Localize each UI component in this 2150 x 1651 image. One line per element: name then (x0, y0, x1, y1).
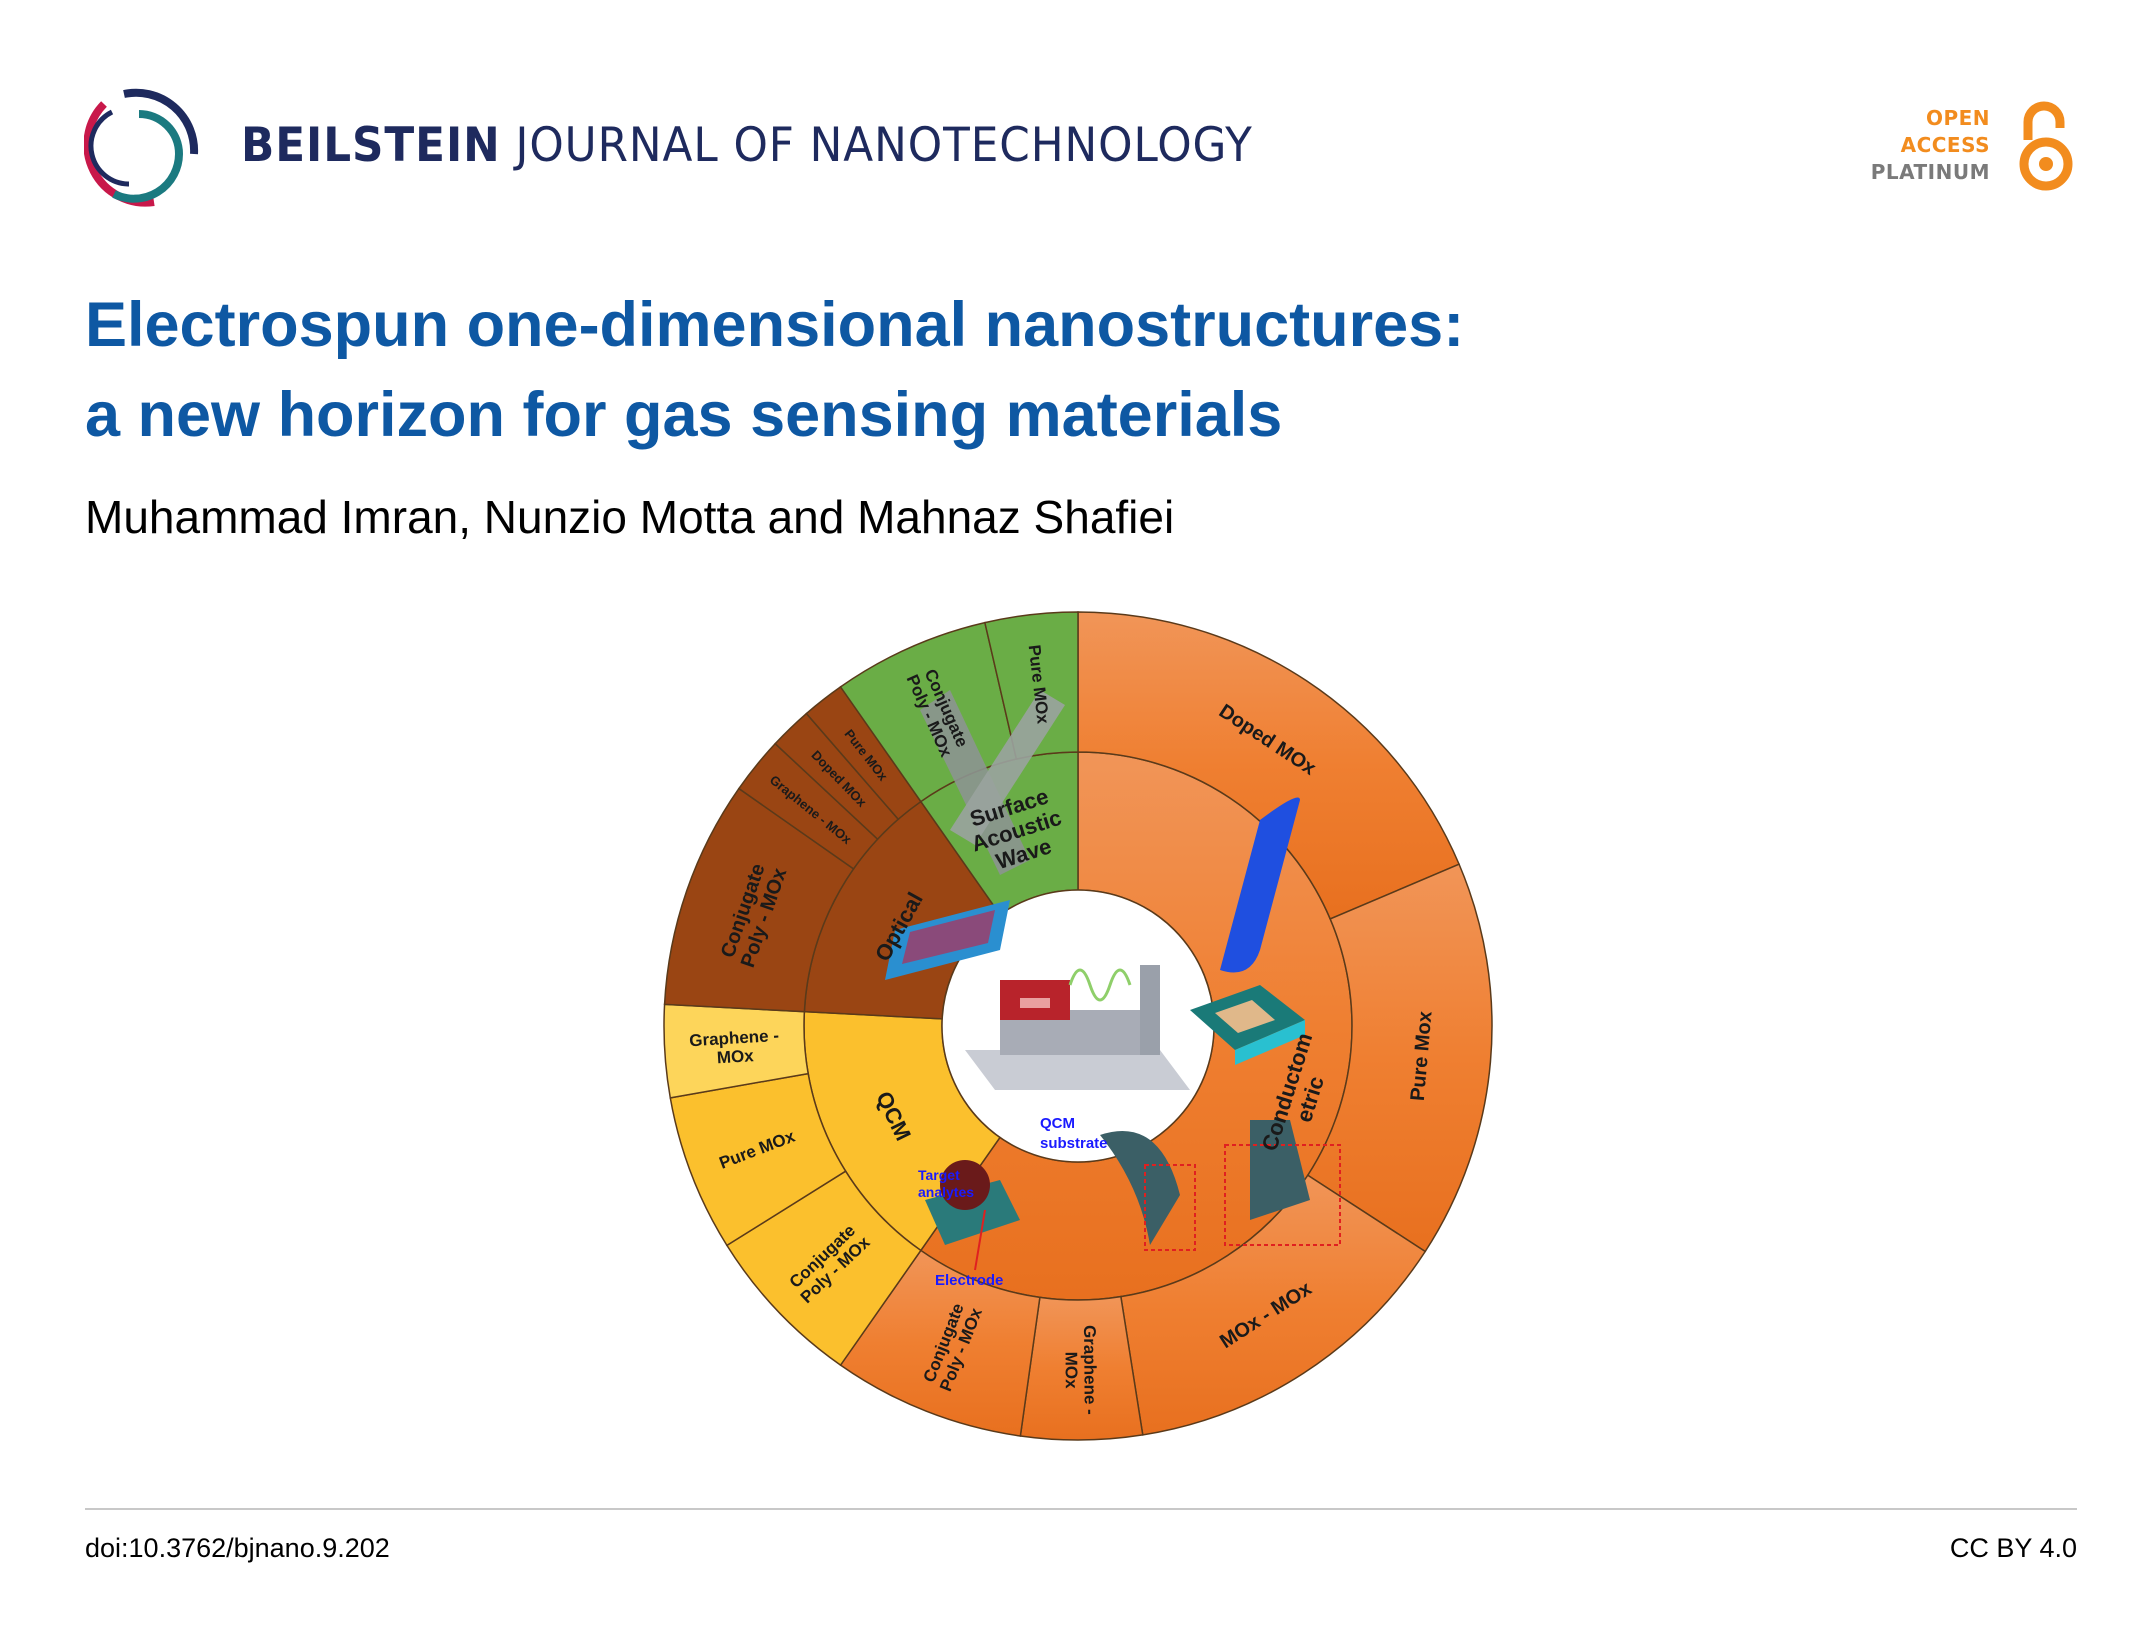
footer-divider (85, 1508, 2077, 1510)
beilstein-logo-icon (84, 88, 199, 207)
oa-line3: PLATINUM (1870, 160, 1990, 184)
nanofiber-illustrations (920, 690, 1341, 1251)
annotation-electrode: Electrode (935, 1272, 1003, 1289)
outer-segment-0 (1077, 611, 1461, 920)
sensor-chip-illustration (885, 900, 1305, 1065)
graphical-abstract-sunburst: QCM substrate Target analytes Electrode … (663, 611, 1493, 1441)
outer-label-3: Graphene -MOx (1062, 1325, 1100, 1415)
journal-name-bold: BEILSTEIN (241, 118, 501, 173)
authors: Muhammad Imran, Nunzio Motta and Mahnaz … (85, 491, 1175, 543)
journal-name[interactable]: BEILSTEIN JOURNAL OF NANOTECHNOLOGY (241, 118, 1253, 173)
article-title: Electrospun one-dimensional nanostructur… (85, 280, 1464, 460)
annotation-analytes: analytes (918, 1184, 974, 1200)
open-access-badge: OPEN ACCESS PLATINUM (1871, 100, 2080, 195)
annotation-target: Target (918, 1167, 960, 1183)
open-lock-icon (2019, 101, 2073, 191)
outer-label-3-text: Graphene - (1080, 1325, 1100, 1415)
oa-line2: ACCESS (1900, 133, 1990, 157)
center-annotations: QCM substrate Target analytes Electrode (918, 1115, 1108, 1289)
title-line-2: a new horizon for gas sensing materials (85, 380, 1283, 450)
license-label[interactable]: CC BY 4.0 (1949, 1533, 2077, 1563)
annotation-qcm: QCM (1040, 1115, 1075, 1132)
electrospinning-setup-illustration (965, 965, 1190, 1090)
outer-label-7: Graphene -MOx (689, 1026, 780, 1067)
outer-label-7-text: MOx (716, 1046, 754, 1067)
outer-label-3-text: MOx (1062, 1352, 1081, 1390)
oa-line1: OPEN (1925, 106, 1990, 130)
journal-name-rest: JOURNAL OF NANOTECHNOLOGY (515, 118, 1253, 173)
title-line-1: Electrospun one-dimensional nanostructur… (85, 290, 1465, 360)
doi-link[interactable]: doi:10.3762/bjnano.9.202 (85, 1533, 390, 1563)
annotation-substrate: substrate (1040, 1135, 1108, 1152)
